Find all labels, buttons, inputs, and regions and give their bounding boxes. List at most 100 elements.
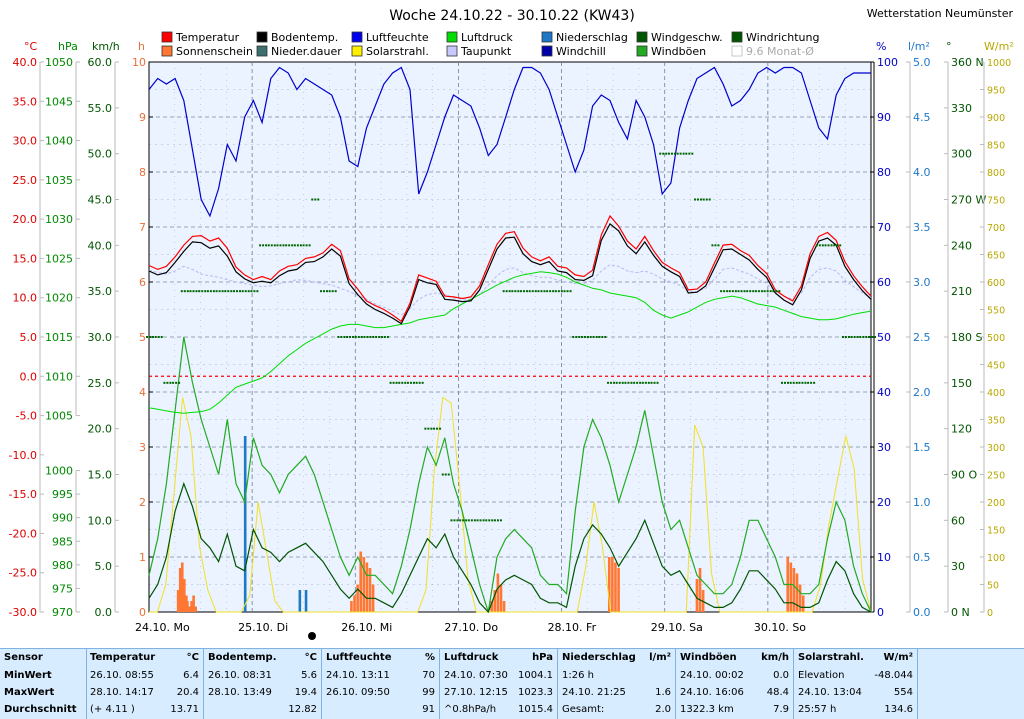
wind-direction-dot <box>296 244 299 247</box>
sunshine-bar <box>801 595 805 612</box>
wind-direction-dot <box>833 244 836 247</box>
legend-label: Nieder.dauer <box>271 45 342 58</box>
legend-swatch <box>731 31 743 43</box>
wind-direction-dot <box>731 290 734 293</box>
stats-max-label: 24.10. 13:04 <box>798 687 862 698</box>
axis-label-solar: 450 <box>987 361 1005 372</box>
axis-label-rain: 4.5 <box>913 111 931 124</box>
axis-label-rain: 1.0 <box>913 496 931 509</box>
wind-direction-dot <box>743 290 746 293</box>
wind-direction-dot <box>517 290 520 293</box>
legend-label: Solarstrahl. <box>366 45 429 58</box>
wind-direction-dot <box>656 381 659 384</box>
stats-avg-value: 13.71 <box>170 704 199 715</box>
wind-direction-dot <box>580 336 583 338</box>
stats-header: Solarstrahl. W/m² <box>794 649 917 667</box>
wind-direction-dot <box>380 336 383 338</box>
wind-direction-dot <box>259 244 262 247</box>
wind-direction-dot <box>639 381 642 384</box>
wind-direction-dot <box>688 152 691 155</box>
axis-label-pressure-upper: 1020 <box>45 292 73 305</box>
sunshine-bar <box>792 568 796 612</box>
axis-label-rain: 1.5 <box>913 441 931 454</box>
axis-label-wind: 35.0 <box>88 285 113 298</box>
wind-direction-dot <box>317 198 320 201</box>
wind-direction-dot <box>230 290 233 293</box>
wind-direction-dot <box>444 473 447 476</box>
wind-direction-dot <box>450 519 453 522</box>
wind-direction-dot <box>528 290 531 293</box>
sunshine-bar <box>178 568 182 612</box>
wind-direction-dot <box>737 290 740 293</box>
stats-max-value: 99 <box>422 687 435 698</box>
wind-direction-dot <box>682 152 685 155</box>
axis-label-pressure-lower: 970 <box>52 606 73 619</box>
wind-direction-dot <box>189 290 192 293</box>
series-line-luftfeuchte <box>148 66 871 218</box>
wind-direction-dot <box>810 381 813 384</box>
axis-label-pressure-upper: 1035 <box>45 174 73 187</box>
legend-label: Windgeschw. <box>651 31 723 44</box>
wind-direction-dot <box>670 152 673 155</box>
wind-direction-dot <box>871 336 873 338</box>
axis-label-pressure-upper: 1005 <box>45 410 73 423</box>
axis-unit: l/m² <box>908 40 930 53</box>
wind-direction-dot <box>720 290 723 293</box>
sunshine-bar <box>188 606 191 612</box>
sunshine-bar <box>350 601 353 612</box>
stats-max-value: 1023.3 <box>518 687 553 698</box>
legend-swatch <box>731 45 743 57</box>
sunshine-bar <box>798 584 802 612</box>
legend-swatch <box>636 31 648 43</box>
axis-label-pressure-upper: 1045 <box>45 95 73 108</box>
axis-unit: W/m² <box>984 40 1014 53</box>
legend-label: Luftdruck <box>461 31 513 44</box>
weather-chart: 40.035.030.025.020.015.010.05.00.0-5.0-1… <box>8 7 1014 640</box>
axis-label-rain: 3.0 <box>913 276 931 289</box>
sunshine-bar <box>499 584 503 612</box>
stats-min: 1:26 h <box>558 667 675 684</box>
stats-label-avg: Durchschnitt <box>4 704 77 715</box>
wind-direction-dot <box>821 244 824 247</box>
wind-direction-dot <box>430 427 433 430</box>
axis-label-solar: 150 <box>987 526 1005 537</box>
sunshine-bar <box>607 557 611 612</box>
wind-direction-dot <box>839 244 842 247</box>
axis-label-direction: 60 <box>951 514 965 527</box>
wind-direction-dot <box>847 336 850 338</box>
wind-direction-dot <box>534 290 537 293</box>
wind-direction-dot <box>763 290 766 293</box>
wind-direction-dot <box>610 381 613 384</box>
axis-label-solar: 350 <box>987 416 1005 427</box>
wind-direction-dot <box>441 473 444 476</box>
wind-direction-dot <box>215 290 218 293</box>
stats-avg: 91 <box>322 701 439 718</box>
axis-label-wind: 40.0 <box>88 239 113 252</box>
wind-direction-dot <box>862 336 865 338</box>
wind-direction-dot <box>235 290 238 293</box>
wind-direction-dot <box>493 519 496 522</box>
wind-direction-dot <box>404 381 407 384</box>
axis-label-humidity: 90 <box>877 111 891 124</box>
axis-label-temperature: 10.0 <box>13 292 38 305</box>
axis-label-temperature: 35.0 <box>13 95 38 108</box>
wind-direction-dot <box>305 244 308 247</box>
axis-label-humidity: 60 <box>877 276 891 289</box>
stats-header-value: km/h <box>761 652 789 663</box>
stats-max-value: 1.6 <box>655 687 671 698</box>
wind-direction-dot <box>624 381 627 384</box>
chart-marks <box>146 66 876 614</box>
wind-direction-dot <box>288 244 291 247</box>
axis-label-wind: 55.0 <box>88 102 113 115</box>
sunshine-bar <box>192 595 195 612</box>
wind-direction-dot <box>499 519 502 522</box>
axis-label-direction: 210 <box>951 285 972 298</box>
wind-direction-dot <box>160 336 163 338</box>
stats-header: Niederschlag l/m² <box>558 649 675 667</box>
wind-direction-dot <box>293 244 296 247</box>
legend: Temperatur Bodentemp. Luftfeuchte Luftdruck… <box>161 31 819 58</box>
wind-direction-dot <box>583 336 586 338</box>
wind-direction-dot <box>708 198 711 201</box>
axis-label-direction: 270 W <box>951 194 986 207</box>
axis-unit: ° <box>946 40 952 53</box>
